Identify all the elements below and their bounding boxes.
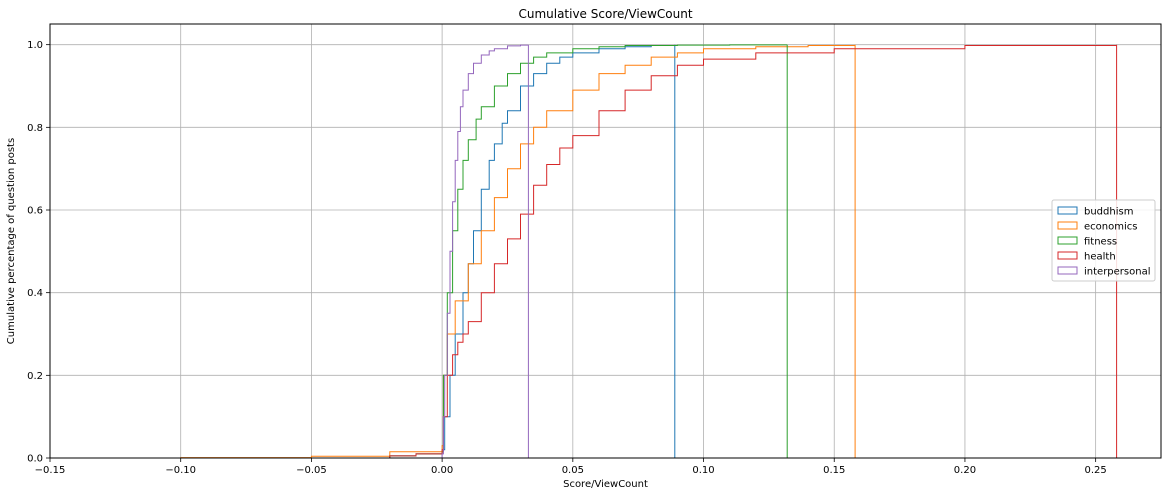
series-line-buddhism <box>311 44 676 459</box>
plot-area <box>49 23 1162 459</box>
y-axis-label: Cumulative percentage of question posts <box>6 138 17 344</box>
plot-frame <box>49 23 1162 459</box>
series-line-economics <box>89 44 856 459</box>
series-layer <box>89 44 1118 459</box>
y-tick-label: 0.2 <box>27 371 43 382</box>
y-axis-ticks: 0.0 0.2 0.4 0.6 0.8 1.0 <box>27 40 50 465</box>
legend-swatch <box>1057 236 1078 245</box>
legend-swatch <box>1057 221 1078 230</box>
x-tick-label: 0.25 <box>1085 465 1107 476</box>
legend: buddhism economics fitness health interperso… <box>1051 199 1156 282</box>
plot-background <box>50 24 1161 458</box>
y-tick-label: 0.8 <box>27 123 43 134</box>
legend-label: economics <box>1084 222 1137 233</box>
legend-label: fitness <box>1084 237 1117 248</box>
legend-label: buddhism <box>1084 207 1133 218</box>
y-tick-label: 1.0 <box>27 40 43 51</box>
x-tick-label: 0.00 <box>431 465 453 476</box>
legend-swatch <box>1057 251 1078 260</box>
y-tick-label: 0.0 <box>27 454 43 465</box>
x-tick-label: −0.10 <box>165 465 196 476</box>
chart-title: Cumulative Score/ViewCount <box>518 7 692 21</box>
y-tick-label: 0.4 <box>27 288 43 299</box>
y-tick-label: 0.6 <box>27 206 43 217</box>
legend-label: interpersonal <box>1084 267 1150 278</box>
legend-box <box>1051 199 1156 282</box>
x-tick-label: −0.15 <box>35 465 66 476</box>
x-axis-ticks: −0.15 −0.10 −0.05 0.00 0.05 0.10 0.15 0.20 0.25 <box>35 458 1107 476</box>
x-tick-label: 0.20 <box>954 465 976 476</box>
x-axis-label: Score/ViewCount <box>563 479 648 490</box>
series-line-interpersonal <box>416 44 529 459</box>
legend-swatch <box>1057 266 1078 275</box>
x-tick-label: 0.05 <box>562 465 584 476</box>
x-tick-label: −0.05 <box>296 465 327 476</box>
legend-swatch <box>1057 206 1078 215</box>
x-tick-label: 0.10 <box>692 465 714 476</box>
legend-label: health <box>1084 252 1116 263</box>
x-tick-label: 0.15 <box>823 465 845 476</box>
